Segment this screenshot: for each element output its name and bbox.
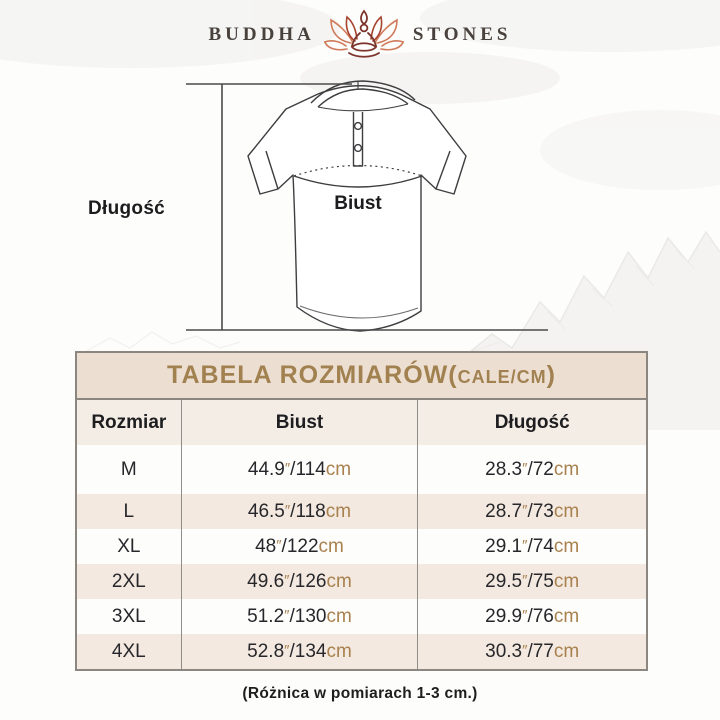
length-cell: 28.3″/72cm	[417, 445, 646, 494]
length-cell: 29.5″/75cm	[417, 564, 646, 599]
bust-cell: 48″/122cm	[180, 529, 418, 564]
col-header-length: Długość	[417, 400, 646, 445]
bust-cell: 51.2″/130cm	[180, 599, 418, 634]
size-cell: 2XL	[77, 564, 182, 599]
length-label: Długość	[88, 198, 166, 219]
size-cell: 3XL	[77, 599, 182, 634]
bust-cell: 52.8″/134cm	[180, 634, 418, 669]
brand-name-left: BUDDHA	[208, 24, 315, 45]
table-row: XL 48″/122cm 29.1″/74cm	[77, 529, 646, 564]
bust-label: Biust	[334, 193, 382, 214]
table-row: 3XL 51.2″/130cm 29.9″/76cm	[77, 599, 646, 634]
col-header-size: Rozmiar	[77, 400, 182, 445]
table-title-main: TABELA ROZMIARÓW(	[167, 361, 458, 389]
size-cell: L	[77, 494, 182, 529]
bust-cell: 44.9″/114cm	[180, 445, 418, 494]
size-table: TABELA ROZMIARÓW(CALE/CM) Rozmiar Biust …	[75, 351, 648, 671]
table-row: L 46.5″/118cm 28.7″/73cm	[77, 494, 646, 529]
length-cell: 30.3″/77cm	[417, 634, 646, 669]
brand-name-right: STONES	[412, 24, 512, 45]
table-row: 2XL 49.6″/126cm 29.5″/75cm	[77, 564, 646, 599]
length-cell: 28.7″/73cm	[417, 494, 646, 529]
table-row: 4XL 52.8″/134cm 30.3″/77cm	[77, 634, 646, 669]
table-row: M 44.9″/114cm 28.3″/72cm	[77, 445, 646, 494]
table-header-row: Rozmiar Biust Długość	[77, 400, 646, 445]
col-header-bust: Biust	[180, 400, 418, 445]
brand-logo: BUDDHA	[0, 6, 720, 64]
table-title: TABELA ROZMIARÓW(CALE/CM)	[77, 353, 646, 400]
length-cell: 29.9″/76cm	[417, 599, 646, 634]
lotus-icon	[323, 9, 404, 58]
bust-cell: 49.6″/126cm	[180, 564, 418, 599]
length-cell: 29.1″/74cm	[417, 529, 646, 564]
size-cell: 4XL	[77, 634, 182, 669]
bust-cell: 46.5″/118cm	[180, 494, 418, 529]
measurement-note: (Różnica w pomiarach 1-3 cm.)	[242, 685, 478, 702]
size-table-grid: Rozmiar Biust Długość M 44.9″/114cm 28.3…	[77, 400, 646, 669]
size-cell: M	[77, 445, 182, 494]
size-cell: XL	[77, 529, 182, 564]
table-title-units: CALE/CM	[457, 367, 547, 387]
table-title-close: )	[546, 361, 556, 389]
